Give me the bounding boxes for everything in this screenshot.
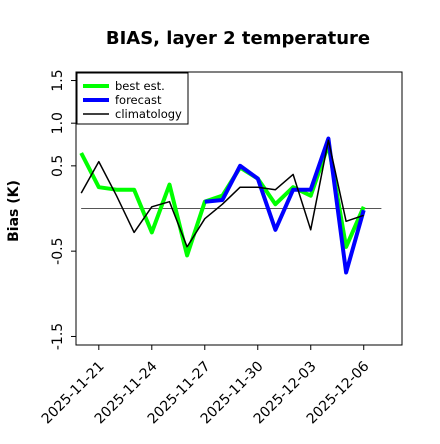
y-tick-label: 0.5 bbox=[50, 155, 66, 177]
chart-title: BIAS, layer 2 temperature bbox=[106, 28, 370, 49]
plot-area bbox=[79, 136, 382, 275]
y-tick-label: 1.0 bbox=[50, 112, 66, 134]
y-tick-label: -1.5 bbox=[50, 323, 66, 350]
legend-entry: forecast bbox=[115, 93, 162, 107]
series-line-forecast bbox=[204, 136, 366, 275]
plot-frame bbox=[75, 71, 403, 346]
y-tick-label: 1.5 bbox=[50, 69, 66, 91]
legend-entry: best est. bbox=[115, 79, 165, 93]
legend-entry: climatology bbox=[115, 107, 182, 121]
series-line-climatology bbox=[80, 139, 364, 248]
y-axis-label: Bias (K) bbox=[6, 180, 22, 242]
y-tick-label: -0.5 bbox=[50, 237, 66, 264]
